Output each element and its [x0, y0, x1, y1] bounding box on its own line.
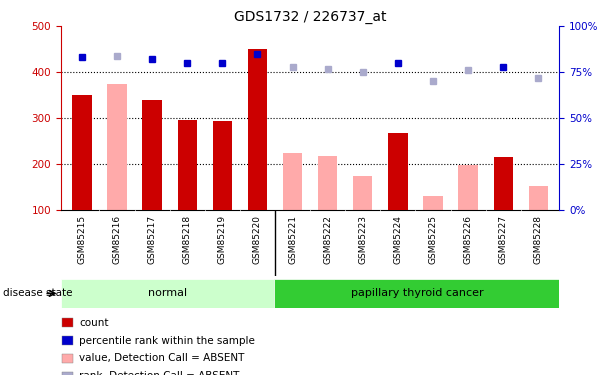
Text: GSM85228: GSM85228: [534, 215, 543, 264]
Text: normal: normal: [148, 288, 187, 298]
Bar: [423, 196, 443, 210]
Text: GSM85217: GSM85217: [148, 215, 157, 264]
Text: GSM85223: GSM85223: [358, 215, 367, 264]
Text: papillary thyroid cancer: papillary thyroid cancer: [351, 288, 483, 298]
Text: GSM85222: GSM85222: [323, 215, 332, 264]
Text: count: count: [79, 318, 109, 327]
Bar: [274, 279, 559, 308]
Bar: [178, 120, 197, 210]
Text: value, Detection Call = ABSENT: value, Detection Call = ABSENT: [79, 354, 244, 363]
Text: GSM85215: GSM85215: [77, 215, 86, 264]
Text: GSM85219: GSM85219: [218, 215, 227, 264]
Text: GSM85225: GSM85225: [429, 215, 438, 264]
Text: disease state: disease state: [3, 288, 72, 298]
Bar: [213, 122, 232, 210]
Text: GSM85218: GSM85218: [182, 215, 192, 264]
Text: GSM85221: GSM85221: [288, 215, 297, 264]
Bar: [458, 165, 478, 210]
Bar: [388, 133, 407, 210]
Text: percentile rank within the sample: percentile rank within the sample: [79, 336, 255, 345]
Text: GSM85226: GSM85226: [463, 215, 472, 264]
Bar: [72, 95, 92, 210]
Text: GSM85220: GSM85220: [253, 215, 262, 264]
Bar: [283, 153, 302, 210]
Text: GSM85224: GSM85224: [393, 215, 402, 264]
Title: GDS1732 / 226737_at: GDS1732 / 226737_at: [234, 10, 386, 24]
Bar: [318, 156, 337, 210]
Bar: [142, 100, 162, 210]
Bar: [108, 84, 126, 210]
Bar: [247, 49, 267, 210]
Bar: [61, 279, 274, 308]
Bar: [353, 176, 372, 210]
Bar: [494, 157, 513, 210]
Text: rank, Detection Call = ABSENT: rank, Detection Call = ABSENT: [79, 372, 240, 375]
Bar: [528, 186, 548, 210]
Text: GSM85227: GSM85227: [499, 215, 508, 264]
Text: GSM85216: GSM85216: [112, 215, 122, 264]
